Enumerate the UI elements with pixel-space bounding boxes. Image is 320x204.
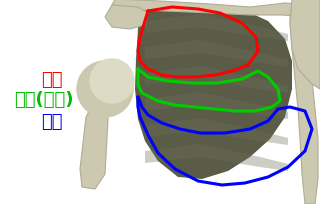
Polygon shape <box>112 0 315 18</box>
Polygon shape <box>135 6 292 179</box>
Polygon shape <box>145 67 288 94</box>
Polygon shape <box>290 0 320 204</box>
Polygon shape <box>105 6 148 30</box>
Polygon shape <box>145 41 288 68</box>
Circle shape <box>77 62 133 118</box>
Text: 上部: 上部 <box>41 71 63 89</box>
Polygon shape <box>80 104 108 189</box>
Circle shape <box>90 60 134 103</box>
Polygon shape <box>145 93 288 119</box>
Polygon shape <box>145 15 288 42</box>
Polygon shape <box>145 118 288 145</box>
Polygon shape <box>290 0 320 90</box>
Text: 中部(内側): 中部(内側) <box>14 91 74 109</box>
Text: 下部: 下部 <box>41 112 63 130</box>
Polygon shape <box>145 144 288 171</box>
